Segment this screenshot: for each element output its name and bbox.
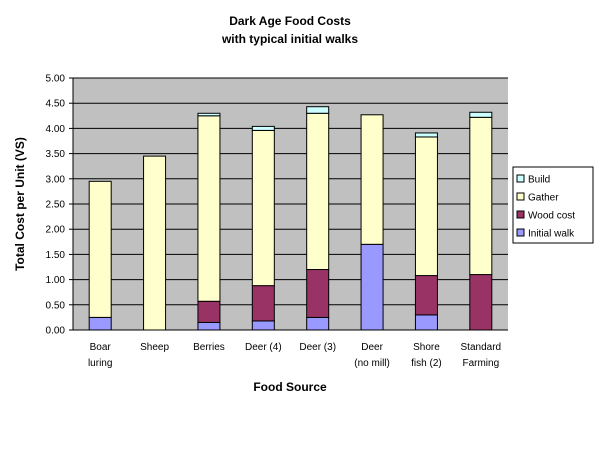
x-category-label: Deer [361,342,383,353]
x-category-label: Shore [413,342,440,353]
bar-segment-initial-walk [251,320,275,331]
bar-segment-initial-walk [197,321,221,331]
y-tick-label: 2.00 [46,225,66,236]
bar-segment-gather [469,116,493,276]
y-tick-label: 2.50 [46,200,66,211]
bar-segment-gather [306,112,330,271]
legend-label: Initial walk [528,229,575,240]
bar-segment-gather [360,114,384,245]
legend-label: Wood cost [528,211,575,222]
bar-segment-build [306,106,330,114]
y-axis-title: Total Cost per Unit (VS) [13,137,27,271]
x-category-label: Farming [462,358,499,369]
bar-segment-build [414,132,438,138]
bar-segment-gather [88,180,112,318]
legend-swatch [516,210,525,219]
bar-segment-wood-cost [197,300,221,323]
bar-segment-initial-walk [414,314,438,331]
y-tick-label: 3.00 [46,174,66,185]
legend: Build Gather Wood cost Initial walk [512,166,594,244]
x-category-label: luring [88,358,112,369]
bar-segment-gather [143,155,167,331]
chart-title-line: Dark Age Food Costs [229,14,351,28]
x-category-label: (no mill) [354,358,390,369]
y-tick-label: 1.00 [46,275,66,286]
bar-segment-initial-walk [88,316,112,331]
legend-swatch [516,174,525,183]
y-tick-label: 4.00 [46,124,66,135]
bar-segment-initial-walk [306,316,330,331]
legend-box [512,166,594,244]
bar-segment-build [197,112,221,117]
x-category-label: Sheep [140,342,169,353]
bar-segment-gather [251,129,275,287]
x-category-label: Deer (3) [299,342,336,353]
bar-segment-build [251,125,275,131]
bar-segment-gather [197,115,221,302]
bar-segment-gather [414,136,438,277]
bar-segment-wood-cost [469,274,493,331]
bar-segment-wood-cost [414,275,438,316]
legend-label: Gather [528,193,559,204]
bar-segment-build [469,111,493,118]
chart-title-line: with typical initial walks [221,32,358,46]
y-tick-label: 5.00 [46,74,66,85]
chart-title: Dark Age Food Costs with typical initial … [221,14,358,46]
x-category-label: Berries [193,342,225,353]
legend-label: Build [528,175,550,186]
legend-swatch [516,228,525,237]
x-axis-title: Food Source [253,380,327,394]
y-tick-label: 1.50 [46,250,66,261]
bar-segment-wood-cost [251,285,275,322]
bar-segment-initial-walk [360,243,384,331]
x-category-label: Standard [461,342,502,353]
legend-swatch [516,192,525,201]
x-category-label: fish (2) [411,358,442,369]
x-axis-categories: Boar luring Sheep Berries Deer (4) Deer (3) De… [88,342,501,369]
x-category-label: Boar [90,342,112,353]
y-axis-ticks: 0.00 0.50 1.00 1.50 2.00 2.50 3.00 3.50 4.00 4.50… [46,74,508,337]
bar-segment-wood-cost [306,269,330,318]
y-tick-label: 0.00 [46,326,66,337]
x-category-label: Deer (4) [245,342,282,353]
y-tick-label: 4.50 [46,99,66,110]
y-tick-label: 0.50 [46,300,66,311]
y-tick-label: 3.50 [46,149,66,160]
